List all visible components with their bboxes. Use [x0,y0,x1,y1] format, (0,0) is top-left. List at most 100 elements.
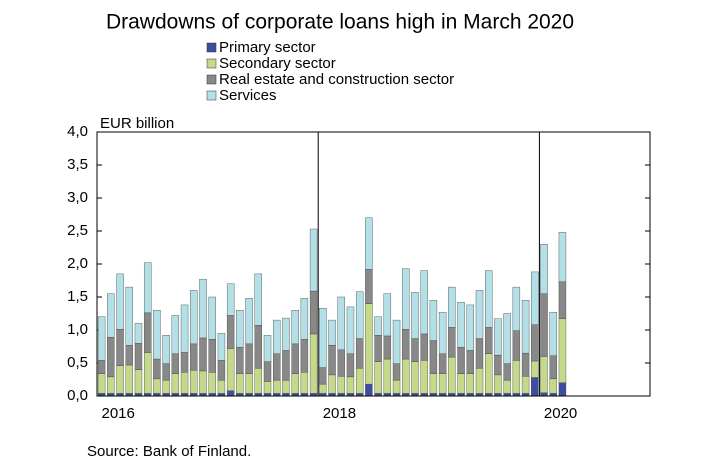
bar-segment [208,372,216,394]
source: Source: Bank of Finland. [87,443,251,460]
bar-segment [355,368,364,394]
bar-segment [300,298,309,340]
bar-segment [143,352,152,394]
bar-segment [254,325,263,369]
bar-segment [494,318,502,356]
bar-segment [429,340,438,374]
bar-segment [355,338,364,369]
x-tick-label: 2020 [544,405,577,422]
bar-segment [383,293,392,337]
y-tick-label: 3,5 [67,156,88,173]
bar-segment [282,317,290,351]
bar-segment [531,271,539,325]
bar-segment [521,376,530,394]
bar-segment [180,372,189,394]
y-tick-label: 1,5 [67,288,88,305]
bar-segment [282,350,290,381]
bar-segment [143,312,152,353]
bar-segment [97,360,106,374]
bar-segment [402,329,410,360]
bar-segment [143,262,152,314]
bar-segment [540,356,548,393]
bar-segment [254,273,263,326]
bar-segment [125,286,133,346]
bar-segment [485,270,493,328]
y-tick-label: 2,0 [67,255,88,272]
bar-segment [402,358,410,394]
bar-segment [420,360,428,394]
bar-segment [374,361,382,394]
legend-swatch [206,90,217,101]
legend-label: Secondary sector [219,55,336,72]
bar-segment [107,376,115,394]
bar-segment [180,304,189,353]
legend-label: Real estate and construction sector [219,71,454,88]
bar-segment [171,353,180,374]
bar-segment [171,373,180,394]
bar-segment [448,356,456,394]
bar-segment [466,350,474,374]
bar-segment [466,304,474,351]
bar-segment [199,370,207,394]
bar-segment [309,228,318,292]
bar-segment [125,364,133,394]
bar-segment [346,306,355,354]
bar-segment [448,286,456,328]
bar-segment [475,368,484,394]
bar-segment [420,270,428,335]
chart-title: Drawdowns of corporate loans high in Mar… [106,11,574,34]
legend-swatch [206,74,217,85]
bar-segment [429,300,438,341]
bar-segment [531,377,539,397]
bar-segment [217,333,226,361]
bar-segment [153,358,161,380]
bar-segment [208,296,216,340]
bar-segment [383,335,392,360]
bar-segment [457,302,465,348]
bar-segment [273,353,281,381]
bar-segment [411,292,419,339]
bar-segment [116,329,124,366]
bar-segment [337,376,345,394]
bar-segment [392,363,401,381]
bar-segment [199,278,207,339]
bar-segment [291,373,299,394]
bar-segment [365,303,373,385]
bar-segment [236,373,244,394]
bar-segment [162,335,170,364]
bar-segment [226,390,235,397]
bar-segment [337,296,345,350]
bar-segment [208,339,216,373]
bar-segment [346,376,355,394]
bar-segment [116,273,124,330]
bar-segment [309,333,318,394]
bar-segment [531,360,539,378]
bar-segment [549,355,557,380]
bar-segment [365,269,373,304]
bar-segment [475,338,484,369]
bar-segment [549,378,557,394]
x-tick-label: 2018 [323,405,356,422]
bar-segment [245,343,253,374]
bar-segment [558,281,567,319]
bar-segment [226,348,235,391]
bar-segment [107,293,115,338]
bar-segment [319,308,327,368]
bar-segment [466,373,474,394]
bar-segment [171,315,180,354]
bar-segment [97,373,106,394]
bar-segment [558,232,567,283]
bar-segment [558,382,567,397]
bar-segment [107,337,115,378]
bar-segment [300,372,309,394]
bar-segment [540,243,548,294]
bar-segment [521,300,530,354]
bar-segment [282,379,290,394]
bar-segment [503,363,511,381]
bar-segment [438,311,447,354]
bar-segment [355,291,364,339]
bar-segment [190,290,198,345]
bar-segment [549,311,557,356]
bar-segment [273,379,281,394]
